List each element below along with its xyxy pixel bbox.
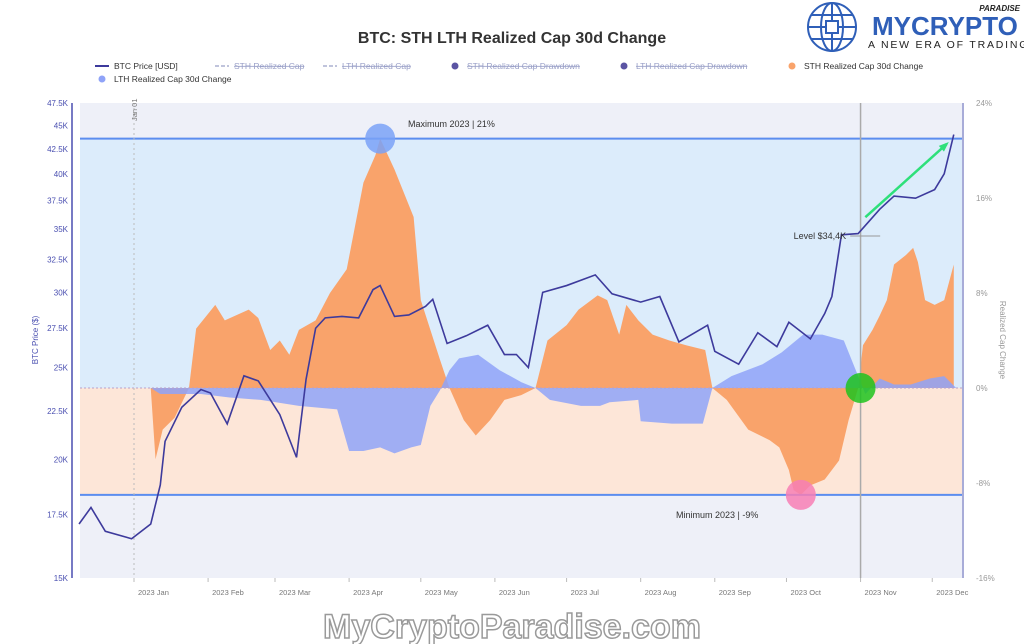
dot-swatch-icon bbox=[98, 75, 106, 83]
legend-item[interactable]: STH Realized Cap Drawdown bbox=[451, 61, 581, 71]
left-tick-label: 25K bbox=[54, 363, 69, 372]
legend-item[interactable]: LTH Realized Cap 30d Change bbox=[98, 74, 232, 84]
legend-label: STH Realized Cap 30d Change bbox=[804, 61, 923, 71]
axes: 47.5K 45K 42.5K 40K 37.5K 35K 32.5K 30K 27.5K 25K… bbox=[31, 99, 1007, 597]
legend: BTC Price [USD] STH Realized Cap LTH Reali… bbox=[95, 61, 923, 84]
left-tick-label: 22.5K bbox=[47, 407, 69, 416]
legend-item[interactable]: STH Realized Cap 30d Change bbox=[788, 61, 924, 71]
x-tick-label: 2023 Mar bbox=[279, 588, 311, 597]
right-tick-label: 16% bbox=[976, 194, 992, 203]
x-tick-label: 2023 Sep bbox=[719, 588, 751, 597]
x-tick-label: 2023 Apr bbox=[353, 588, 384, 597]
watermark: MyCryptoParadise.com bbox=[323, 608, 701, 644]
level-label: Level $34,4K bbox=[794, 231, 847, 241]
left-tick-label: 15K bbox=[54, 574, 69, 583]
legend-item[interactable]: BTC Price [USD] bbox=[95, 61, 178, 71]
x-tick-label: 2023 Jul bbox=[571, 588, 600, 597]
dot-swatch-icon bbox=[788, 62, 796, 70]
legend-label: STH Realized Cap Drawdown bbox=[467, 61, 580, 71]
right-axis-title: Realized Cap Change bbox=[998, 301, 1007, 380]
logo-tagline: A NEW ERA OF TRADING bbox=[868, 39, 1024, 51]
legend-item[interactable]: LTH Realized Cap Drawdown bbox=[620, 61, 748, 71]
annotations: Maximum 2023 | 21% Minimum 2023 | -9% Leve… bbox=[365, 119, 949, 520]
left-tick-label: 47.5K bbox=[47, 99, 69, 108]
logo: MYCRYPTO PARADISE A NEW ERA OF TRADING bbox=[807, 2, 1024, 52]
left-tick-label: 40K bbox=[54, 170, 69, 179]
sth-30d-change-area bbox=[150, 138, 954, 495]
right-tick-label: 24% bbox=[976, 99, 992, 108]
left-tick-label: 32.5K bbox=[47, 255, 69, 264]
x-tick-label: 2023 Dec bbox=[936, 588, 968, 597]
legend-item[interactable]: STH Realized Cap bbox=[215, 61, 305, 71]
x-tick-label: 2023 Jan bbox=[138, 588, 169, 597]
line-series bbox=[78, 134, 955, 540]
dot-swatch-icon bbox=[620, 62, 628, 70]
x-tick-label: 2023 Feb bbox=[212, 588, 244, 597]
minimum-label: Minimum 2023 | -9% bbox=[676, 510, 758, 520]
area-series bbox=[80, 138, 962, 495]
x-tick-label: 2023 Nov bbox=[865, 588, 897, 597]
legend-label: BTC Price [USD] bbox=[114, 61, 178, 71]
right-tick-label: -8% bbox=[976, 479, 990, 488]
right-tick-label: 0% bbox=[976, 384, 988, 393]
left-axis-title: BTC Price ($) bbox=[31, 315, 40, 364]
zero-cross-marker bbox=[845, 373, 876, 403]
legend-item[interactable]: LTH Realized Cap bbox=[323, 61, 411, 71]
x-tick-label: 2023 May bbox=[425, 588, 458, 597]
legend-label: LTH Realized Cap bbox=[342, 61, 411, 71]
x-tick-label: 2023 Oct bbox=[790, 588, 821, 597]
maximum-label: Maximum 2023 | 21% bbox=[408, 119, 495, 129]
right-tick-label: 8% bbox=[976, 289, 988, 298]
logo-brand: MYCRYPTO bbox=[872, 11, 1018, 41]
chart-title: BTC: STH LTH Realized Cap 30d Change bbox=[358, 30, 666, 47]
left-tick-label: 27.5K bbox=[47, 324, 69, 333]
logo-sub: PARADISE bbox=[979, 4, 1020, 13]
legend-label: LTH Realized Cap Drawdown bbox=[636, 61, 748, 71]
jan-01-label: Jan 01 bbox=[130, 98, 139, 121]
globe-icon bbox=[807, 2, 857, 52]
right-tick-label: -16% bbox=[976, 574, 995, 583]
left-tick-label: 20K bbox=[54, 455, 69, 464]
left-tick-label: 37.5K bbox=[47, 196, 69, 205]
maximum-marker bbox=[365, 123, 396, 154]
minimum-marker bbox=[785, 479, 816, 510]
legend-label: LTH Realized Cap 30d Change bbox=[114, 74, 232, 84]
left-tick-label: 17.5K bbox=[47, 510, 69, 519]
left-tick-label: 30K bbox=[54, 288, 69, 297]
trend-arrow-head-icon bbox=[938, 142, 949, 152]
legend-label: STH Realized Cap bbox=[234, 61, 305, 71]
btc-price-line bbox=[78, 134, 955, 540]
dot-swatch-icon bbox=[451, 62, 459, 70]
left-tick-label: 42.5K bbox=[47, 145, 69, 154]
left-tick-label: 35K bbox=[54, 225, 69, 234]
x-tick-label: 2023 Aug bbox=[645, 588, 677, 597]
trend-arrow-icon bbox=[864, 143, 948, 219]
x-tick-label: 2023 Jun bbox=[499, 588, 530, 597]
lth-30d-change-area bbox=[150, 334, 957, 454]
left-tick-label: 45K bbox=[54, 121, 69, 130]
